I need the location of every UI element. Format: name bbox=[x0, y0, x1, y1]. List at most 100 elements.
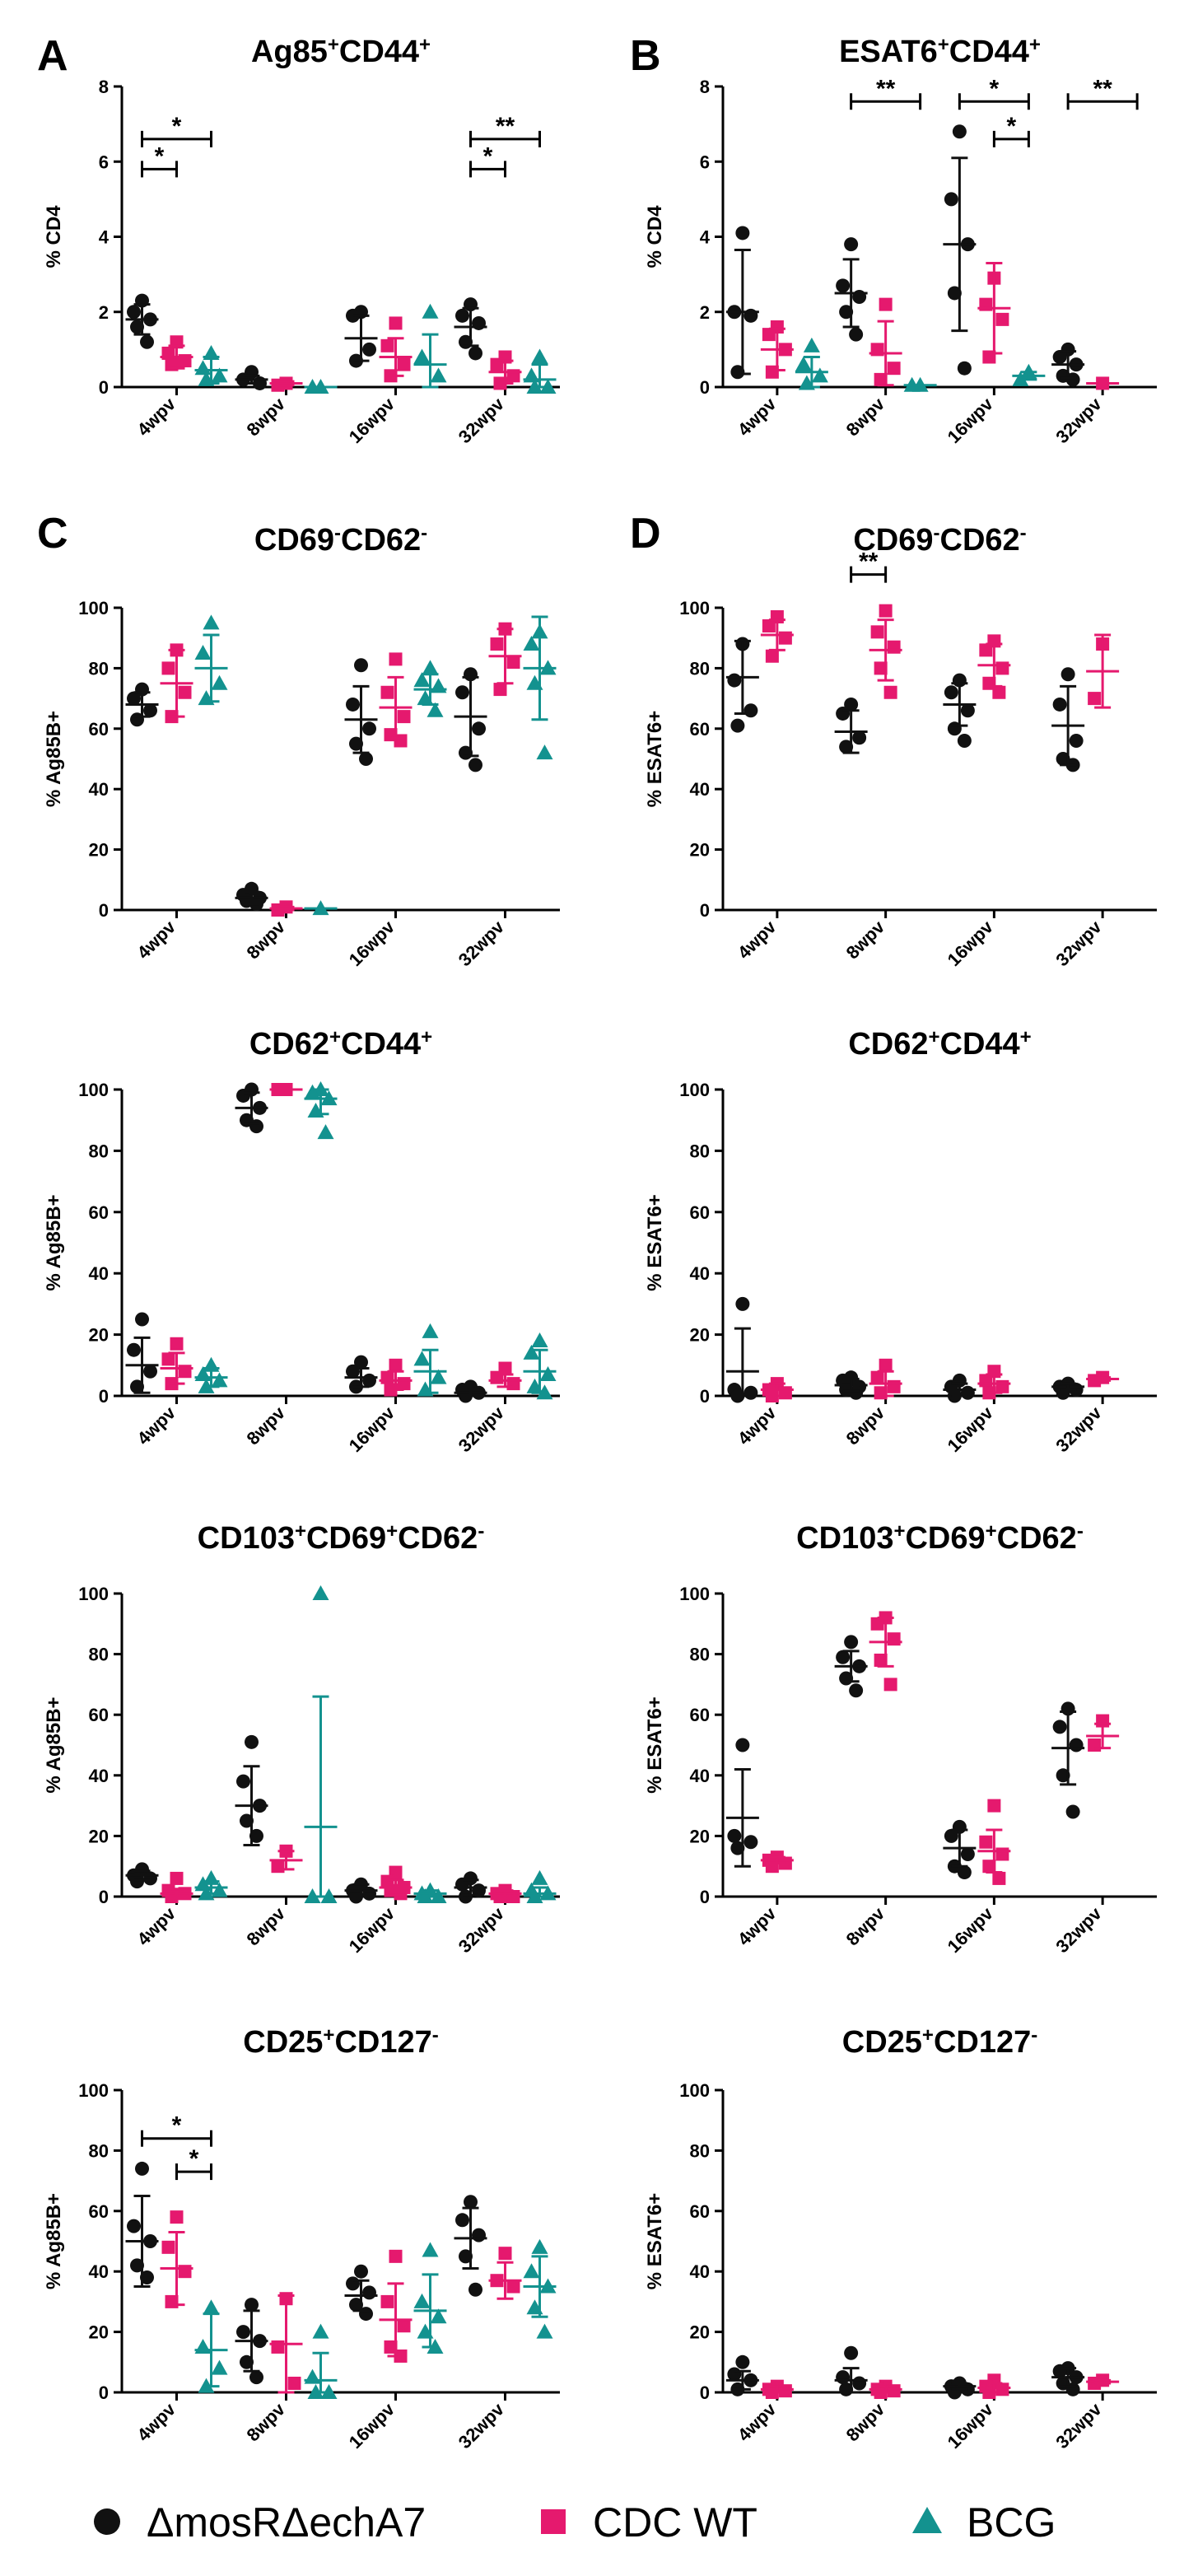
significance-label: * bbox=[483, 142, 493, 170]
y-tick-label: 0 bbox=[99, 2382, 109, 2403]
y-axis-label: % Ag85B+ bbox=[43, 711, 65, 807]
x-tick-label: 16wpv bbox=[345, 916, 399, 970]
legend-label: ΔmosRΔechA7 bbox=[147, 2499, 426, 2546]
significance-label: ** bbox=[876, 75, 896, 102]
data-point-mut bbox=[354, 2264, 368, 2279]
significance-label: * bbox=[1007, 113, 1017, 140]
x-tick-label: 32wpv bbox=[1051, 2398, 1106, 2452]
data-point-wt bbox=[765, 649, 779, 663]
x-tick-label: 16wpv bbox=[944, 916, 998, 970]
data-point-mut bbox=[852, 730, 867, 745]
data-point-bcg bbox=[312, 1585, 329, 1600]
y-tick-label: 80 bbox=[690, 2140, 710, 2161]
title-superscript: + bbox=[323, 2024, 334, 2046]
data-point-bcg bbox=[523, 2263, 540, 2279]
x-tick-label: 16wpv bbox=[345, 1902, 399, 1957]
y-tick-label: 80 bbox=[690, 1645, 710, 1665]
title-superscript: + bbox=[893, 1520, 905, 1542]
title-superscript: + bbox=[329, 1026, 341, 1048]
data-point-mut bbox=[464, 2195, 478, 2210]
y-tick-label: 80 bbox=[89, 2140, 109, 2161]
data-point-mut bbox=[354, 1355, 368, 1370]
title-part: CD44 bbox=[341, 1027, 421, 1062]
title-superscript: + bbox=[938, 34, 949, 56]
x-tick-label: 8wpv bbox=[842, 1402, 889, 1449]
x-tick-label: 16wpv bbox=[944, 2398, 998, 2452]
data-point-mut bbox=[952, 124, 967, 139]
data-point-wt bbox=[995, 2382, 1009, 2396]
data-point-mut bbox=[1060, 667, 1075, 682]
x-tick-label: 16wpv bbox=[944, 1402, 998, 1456]
panel-title: Ag85+CD44+ bbox=[251, 34, 431, 70]
legend-triangle-icon bbox=[912, 2507, 942, 2533]
y-axis-label: % CD4 bbox=[43, 205, 65, 268]
data-point-mut bbox=[849, 1385, 864, 1400]
data-point-mut bbox=[730, 1841, 745, 1855]
significance-label: ** bbox=[496, 113, 515, 140]
y-tick-label: 100 bbox=[78, 1080, 109, 1100]
y-tick-label: 20 bbox=[690, 2322, 710, 2343]
data-point-bcg bbox=[413, 348, 431, 364]
data-point-wt bbox=[762, 619, 776, 633]
data-point-bcg bbox=[413, 2293, 431, 2308]
data-point-mut bbox=[735, 226, 750, 240]
panel-letter: B bbox=[630, 32, 661, 80]
data-point-wt bbox=[178, 685, 192, 699]
data-point-mut bbox=[960, 703, 975, 718]
data-point-mut bbox=[839, 740, 854, 754]
x-tick-label: 32wpv bbox=[1051, 916, 1106, 970]
data-point-bcg bbox=[422, 303, 439, 319]
data-point-wt bbox=[397, 710, 411, 724]
y-tick-label: 80 bbox=[89, 658, 109, 679]
data-point-wt bbox=[883, 685, 897, 699]
data-point-wt bbox=[161, 661, 175, 675]
data-point-mut bbox=[143, 703, 157, 718]
title-superscript: + bbox=[928, 1026, 939, 1048]
data-point-bcg bbox=[317, 1124, 334, 1140]
data-point-wt bbox=[397, 2319, 411, 2333]
data-point-wt bbox=[870, 1617, 884, 1631]
data-point-mut bbox=[1052, 697, 1067, 712]
title-superscript: + bbox=[419, 34, 431, 56]
data-point-bcg bbox=[422, 660, 439, 675]
data-point-mut bbox=[844, 2345, 859, 2360]
title-part: CD62 bbox=[398, 1521, 478, 1556]
data-point-mut bbox=[140, 334, 154, 349]
data-point-wt bbox=[987, 1799, 1001, 1813]
data-point-wt bbox=[887, 640, 901, 654]
x-tick-label: 4wpv bbox=[734, 1902, 781, 1949]
data-point-mut bbox=[730, 365, 745, 380]
data-point-wt bbox=[979, 1835, 993, 1849]
title-part: CD69 bbox=[306, 1521, 386, 1556]
legend-square-icon bbox=[541, 2509, 566, 2534]
data-point-mut bbox=[362, 1886, 376, 1901]
title-superscript: + bbox=[1020, 1026, 1032, 1048]
title-part: CD127 bbox=[934, 2025, 1031, 2060]
data-point-mut bbox=[836, 278, 851, 293]
data-point-wt bbox=[870, 1370, 884, 1384]
data-point-mut bbox=[1052, 1720, 1067, 1734]
data-point-wt bbox=[498, 2247, 512, 2261]
data-point-mut bbox=[236, 1774, 250, 1789]
data-point-mut bbox=[346, 2276, 360, 2291]
y-tick-label: 60 bbox=[89, 719, 109, 740]
significance-label: * bbox=[990, 75, 1000, 102]
data-point-wt bbox=[762, 328, 776, 342]
data-point-mut bbox=[849, 1683, 864, 1698]
title-superscript: + bbox=[1029, 34, 1041, 56]
x-tick-label: 32wpv bbox=[454, 393, 509, 447]
data-point-mut bbox=[735, 1738, 750, 1752]
y-tick-label: 40 bbox=[89, 1263, 109, 1284]
data-point-bcg bbox=[803, 337, 820, 352]
title-superscript: + bbox=[328, 34, 339, 56]
panel-title: CD62+CD44+ bbox=[848, 1026, 1031, 1062]
title-part: CD62 bbox=[848, 1027, 928, 1062]
data-point-mut bbox=[455, 685, 469, 700]
y-tick-label: 60 bbox=[89, 1202, 109, 1223]
y-axis-label: % ESAT6+ bbox=[644, 711, 666, 808]
panel-title: CD103+CD69+CD62- bbox=[198, 1520, 485, 1556]
data-point-wt bbox=[995, 661, 1009, 675]
y-tick-label: 100 bbox=[679, 1080, 710, 1100]
